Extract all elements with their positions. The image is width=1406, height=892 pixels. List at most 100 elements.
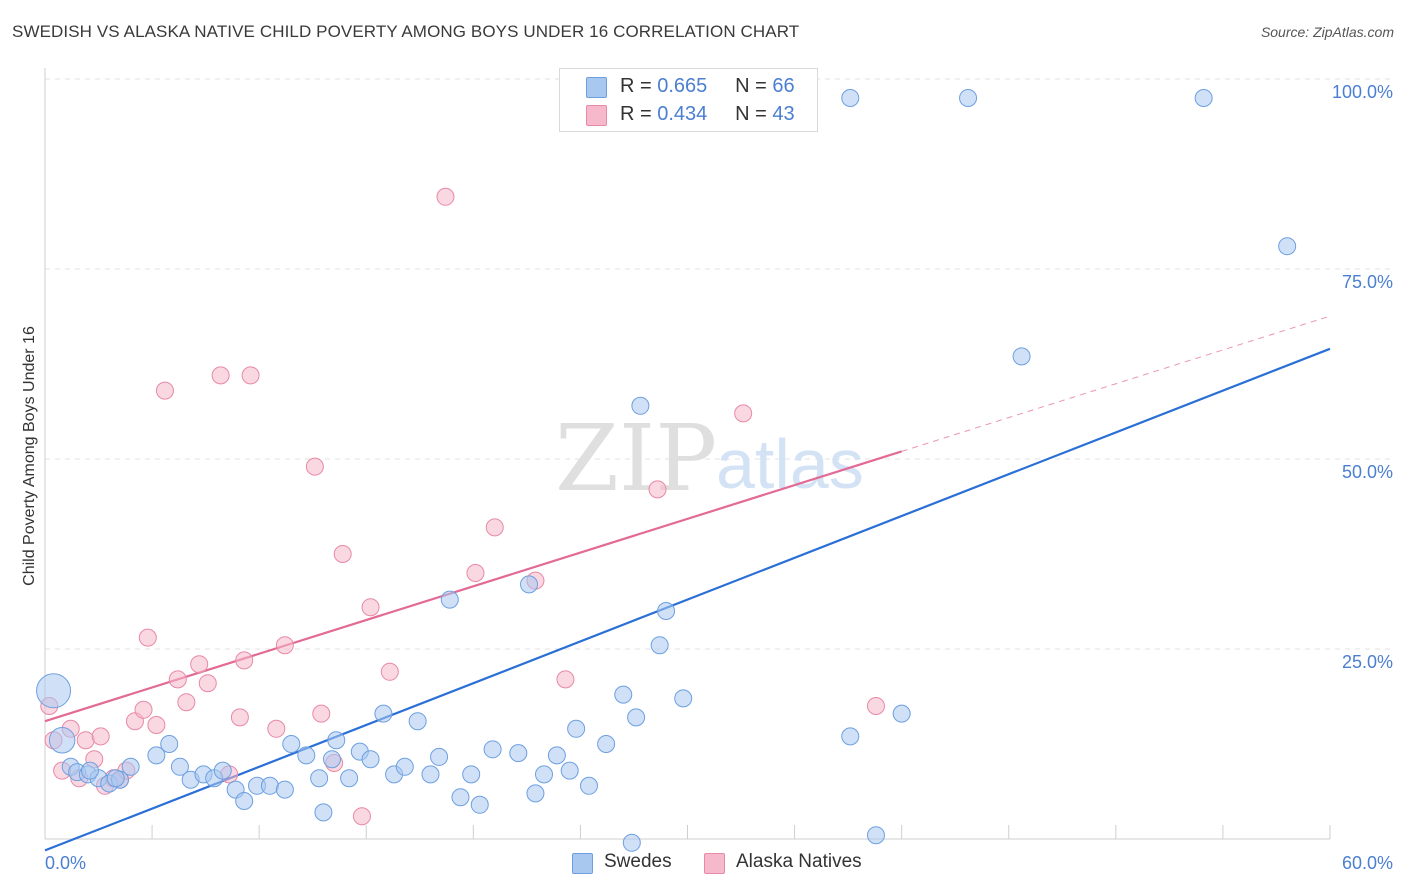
trend-line-alaska-natives bbox=[44, 450, 902, 723]
point-swedes bbox=[674, 689, 693, 708]
legend-n-value: 43 bbox=[772, 103, 795, 125]
point-swedes bbox=[1278, 237, 1297, 256]
watermark: ZIP atlas bbox=[555, 405, 864, 512]
point-swedes bbox=[260, 776, 279, 795]
point-swedes bbox=[36, 673, 72, 709]
x-tick-label: 60.0% bbox=[1342, 853, 1393, 873]
point-swedes bbox=[282, 735, 301, 753]
point-swedes bbox=[106, 769, 125, 788]
point-alaska-natives bbox=[155, 381, 174, 400]
point-swedes bbox=[631, 396, 650, 415]
point-swedes bbox=[121, 757, 140, 776]
x-tick-label: 0.0% bbox=[45, 853, 86, 873]
point-swedes bbox=[560, 761, 579, 780]
point-swedes bbox=[535, 765, 554, 784]
point-swedes bbox=[597, 735, 616, 753]
point-swedes bbox=[48, 726, 76, 754]
point-swedes bbox=[275, 780, 294, 799]
point-alaska-natives bbox=[241, 366, 260, 385]
point-swedes bbox=[1012, 347, 1031, 366]
point-swedes bbox=[440, 590, 459, 609]
legend-r-label: R = bbox=[620, 103, 652, 125]
tick-labels: 25.0% 50.0% 75.0% 100.0% 0.0% 60.0% bbox=[45, 82, 1393, 873]
point-alaska-natives bbox=[91, 727, 110, 746]
y-axis-title: Child Poverty Among Boys Under 16 bbox=[21, 326, 38, 586]
point-alaska-natives bbox=[138, 628, 157, 647]
legend-label-swedes: Swedes bbox=[604, 851, 672, 872]
point-swedes bbox=[462, 765, 481, 784]
point-swedes bbox=[170, 757, 189, 776]
point-alaska-natives bbox=[305, 457, 324, 476]
point-swedes bbox=[361, 750, 380, 769]
point-swedes bbox=[213, 761, 232, 780]
point-swedes bbox=[657, 602, 676, 620]
legend-swatch-alaska bbox=[704, 853, 725, 874]
chart-source: Source: ZipAtlas.com bbox=[1260, 24, 1394, 40]
y-tick-label: 50.0% bbox=[1342, 462, 1393, 482]
point-alaska-natives bbox=[361, 598, 380, 617]
point-swedes bbox=[327, 731, 346, 750]
legend-r-value: 0.665 bbox=[657, 75, 708, 97]
point-swedes bbox=[408, 712, 427, 731]
y-tick-label: 100.0% bbox=[1332, 82, 1393, 102]
point-alaska-natives bbox=[866, 697, 885, 715]
legend-swatch-swedes bbox=[586, 77, 607, 98]
point-alaska-natives bbox=[168, 670, 187, 689]
point-swedes bbox=[297, 746, 316, 765]
point-swedes bbox=[451, 788, 470, 807]
point-alaska-natives bbox=[190, 655, 209, 674]
point-swedes bbox=[841, 89, 860, 107]
point-swedes bbox=[421, 765, 440, 784]
point-swedes bbox=[622, 833, 641, 852]
point-swedes bbox=[567, 719, 586, 738]
legend-swatch-swedes bbox=[572, 853, 593, 874]
point-swedes bbox=[579, 776, 598, 795]
point-alaska-natives bbox=[333, 545, 352, 563]
data-points bbox=[36, 89, 1297, 852]
point-alaska-natives bbox=[267, 719, 286, 738]
point-alaska-natives bbox=[134, 700, 153, 719]
point-alaska-natives bbox=[734, 404, 753, 423]
trend-lines bbox=[44, 315, 1331, 852]
legend-r-label: R = bbox=[620, 75, 652, 97]
gridlines bbox=[45, 78, 1392, 650]
legend-n-value: 66 bbox=[772, 75, 795, 97]
point-swedes bbox=[841, 727, 860, 746]
point-swedes bbox=[80, 761, 99, 780]
point-swedes bbox=[483, 740, 502, 759]
point-alaska-natives bbox=[177, 693, 196, 712]
point-swedes bbox=[374, 704, 393, 723]
watermark-atlas: atlas bbox=[716, 425, 864, 503]
trend-line-swedes bbox=[44, 347, 1331, 852]
legend-n-label: N = bbox=[735, 75, 767, 97]
point-alaska-natives bbox=[312, 704, 331, 723]
point-swedes bbox=[547, 746, 566, 765]
point-swedes bbox=[340, 769, 359, 788]
point-swedes bbox=[470, 795, 489, 814]
point-alaska-natives bbox=[211, 366, 230, 385]
point-swedes bbox=[147, 746, 166, 765]
point-alaska-natives bbox=[648, 480, 667, 499]
point-swedes bbox=[509, 744, 528, 763]
point-swedes bbox=[959, 89, 978, 107]
point-alaska-natives bbox=[485, 518, 504, 537]
point-alaska-natives bbox=[275, 636, 294, 655]
y-tick-label: 75.0% bbox=[1342, 272, 1393, 292]
point-alaska-natives bbox=[380, 662, 399, 681]
point-alaska-natives bbox=[230, 708, 249, 727]
point-alaska-natives bbox=[235, 651, 254, 670]
watermark-zip: ZIP bbox=[555, 405, 717, 512]
point-swedes bbox=[892, 704, 911, 723]
point-swedes bbox=[650, 636, 669, 655]
point-swedes bbox=[1194, 89, 1213, 107]
stats-legend: R = 0.665 N = 66 R = 0.434 N = 43 bbox=[559, 68, 818, 132]
trend-line-alaska-natives-extension bbox=[901, 315, 1331, 452]
point-swedes bbox=[614, 685, 633, 704]
point-alaska-natives bbox=[436, 187, 455, 206]
point-alaska-natives bbox=[466, 564, 485, 582]
point-alaska-natives bbox=[147, 716, 166, 734]
point-swedes bbox=[314, 803, 333, 822]
legend-label-alaska-natives: Alaska Natives bbox=[736, 851, 862, 872]
point-alaska-natives bbox=[352, 807, 371, 826]
